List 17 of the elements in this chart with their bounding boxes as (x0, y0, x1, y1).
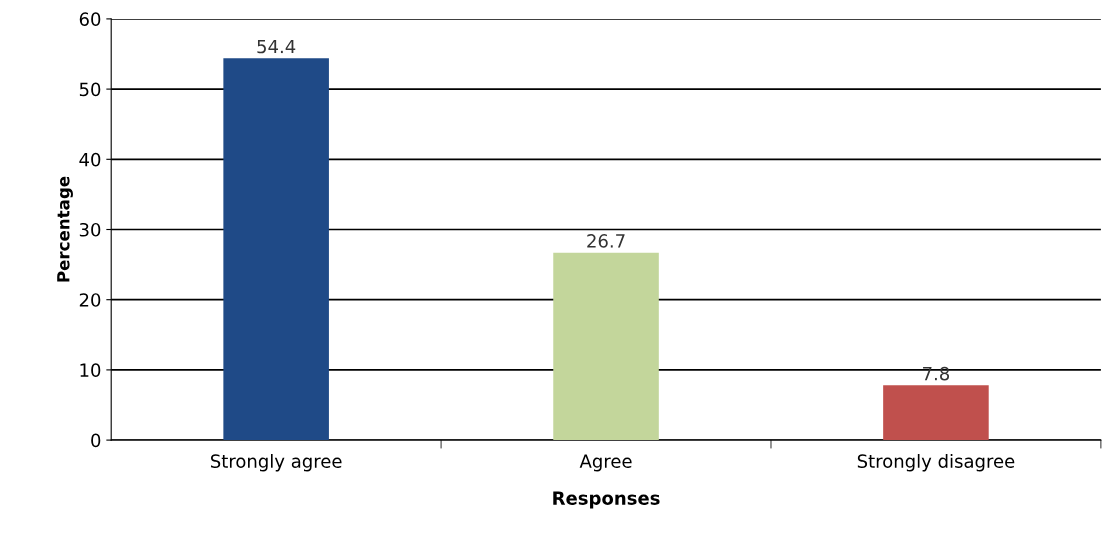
y-tick-label: 20 (79, 293, 101, 307)
y-tick-label: 30 (79, 222, 101, 237)
x-tick-label: Strongly agree (210, 453, 342, 472)
y-tick-label: 0 (91, 433, 101, 448)
bar (223, 58, 329, 441)
y-tick-label: 40 (79, 152, 101, 167)
x-tick-label: Agree (579, 454, 632, 472)
y-tick-label: 10 (80, 363, 101, 378)
y-tick-label: 60 (79, 12, 101, 27)
data-label: 26.7 (587, 234, 625, 248)
data-label: 54.4 (257, 39, 296, 54)
x-tick-label: Strongly disagree (857, 453, 1015, 472)
bar (553, 252, 659, 441)
y-axis-title: Percentage (57, 176, 73, 282)
x-axis-title: Responses (553, 491, 660, 509)
bar (883, 385, 989, 441)
y-tick-label: 50 (79, 82, 101, 97)
